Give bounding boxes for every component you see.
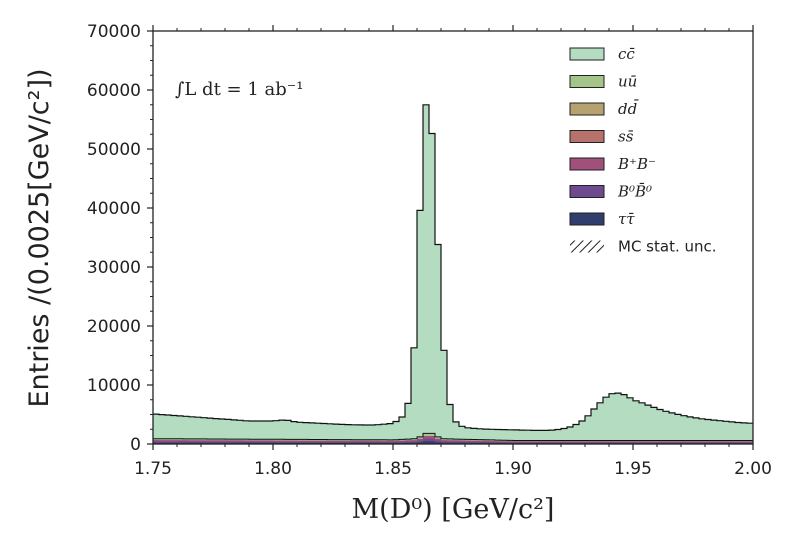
x-axis-title: M(D⁰) [GeV/c²] <box>352 494 555 525</box>
legend-label: MC stat. unc. <box>618 238 717 256</box>
legend-swatch <box>569 130 605 143</box>
y-tick-label: 60000 <box>87 81 141 101</box>
y-tick-label: 10000 <box>87 376 141 396</box>
legend-swatch <box>569 47 605 61</box>
legend-swatch <box>569 102 605 116</box>
legend-label: ss̄ <box>618 128 634 146</box>
x-tick-label: 1.95 <box>614 459 652 479</box>
legend-label: B⁰B̄⁰ <box>617 183 652 201</box>
legend-swatch <box>569 185 605 198</box>
x-tick-label: 2.00 <box>734 459 772 479</box>
x-tick-label: 1.80 <box>254 459 292 479</box>
legend-swatch <box>569 75 605 88</box>
y-tick-label: 30000 <box>87 258 141 278</box>
legend: cc̄ uū dd̄ ss̄ B⁺B⁻ B⁰B̄⁰ ττ̄ MC stat. unc. <box>569 45 717 256</box>
legend-label: ττ̄ <box>618 210 635 228</box>
y-tick-label: 70000 <box>87 22 141 42</box>
axes: 1.75 1.80 1.85 1.90 1.95 2.00 0 10000 20000 30000… <box>87 22 772 479</box>
histogram-tautau <box>153 441 753 444</box>
x-tick-label: 1.90 <box>494 459 532 479</box>
legend-label: cc̄ <box>618 45 635 63</box>
histogram-b0b0bar <box>153 438 753 444</box>
histogram-background-outline <box>153 432 753 441</box>
y-tick-label: 20000 <box>87 317 141 337</box>
luminosity-annotation: ∫L dt = 1 ab⁻¹ <box>175 79 303 100</box>
legend-label: B⁺B⁻ <box>617 155 656 173</box>
y-tick-label: 50000 <box>87 140 141 160</box>
plot-area <box>153 104 753 445</box>
legend-swatch <box>569 157 605 171</box>
x-tick-label: 1.75 <box>134 459 172 479</box>
legend-swatch <box>569 212 605 226</box>
histogram-ccbar <box>153 104 753 445</box>
y-tick-label: 0 <box>130 435 141 455</box>
histogram-total-outline <box>153 104 753 431</box>
x-tick-label: 1.85 <box>374 459 412 479</box>
legend-swatch <box>570 240 604 253</box>
y-axis-title: Entries /(0.0025[GeV/c²]) <box>24 68 55 407</box>
legend-label: uū <box>618 73 637 91</box>
y-tick-label: 40000 <box>87 199 141 219</box>
legend-label: dd̄ <box>618 100 639 118</box>
